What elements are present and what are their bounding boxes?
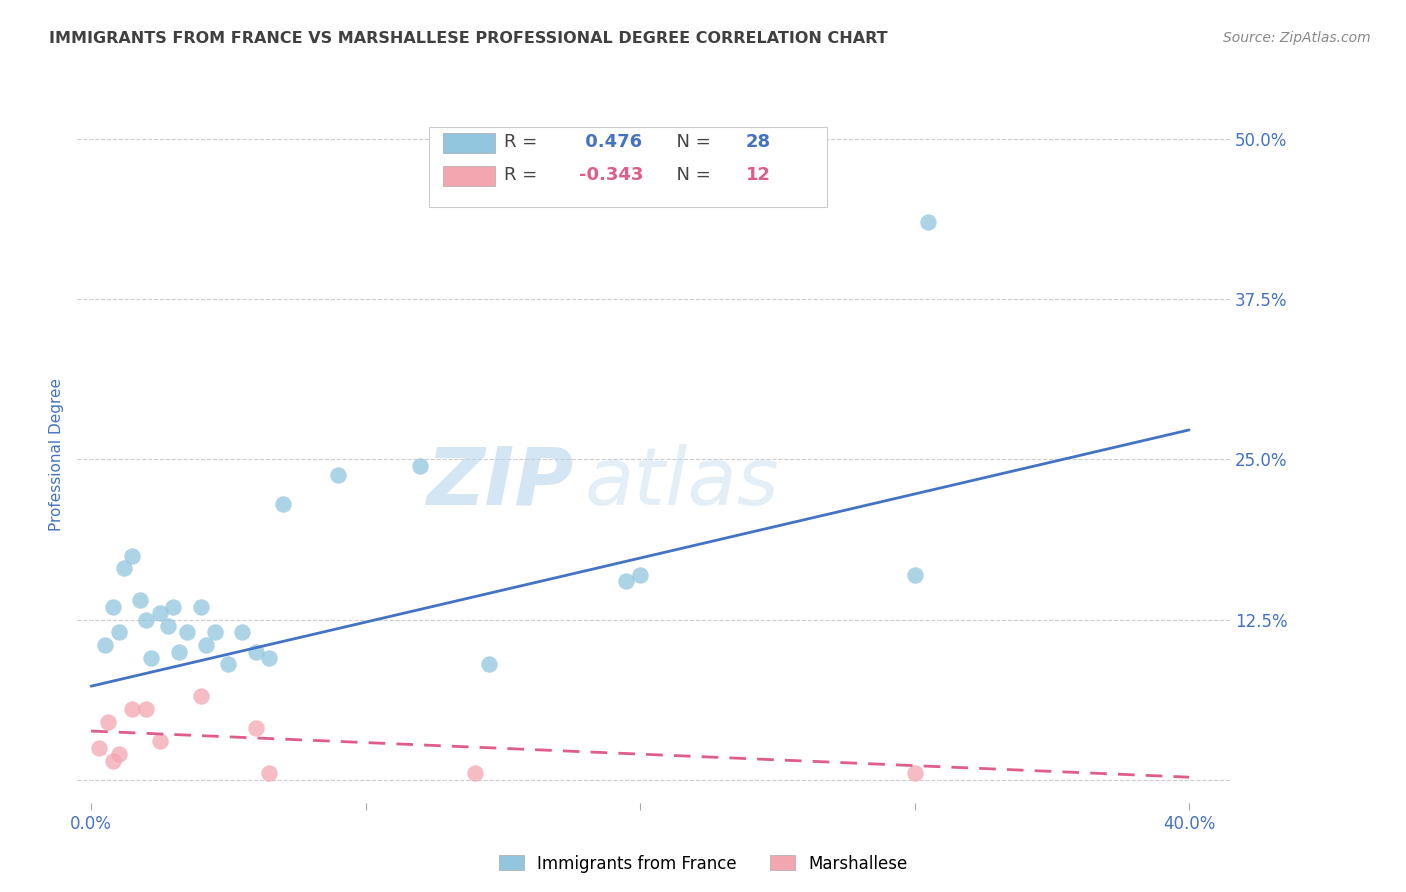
Point [141,651,163,665]
Point [409,458,432,473]
Text: ZIP: ZIP [426,443,574,522]
Point [162,599,184,614]
Point [217,657,239,672]
Point [149,606,172,620]
Point [628,567,651,582]
Point [135,702,157,716]
Text: R =: R = [503,166,543,185]
Text: N =: N = [665,166,717,185]
Point [101,754,124,768]
Point [271,497,294,511]
Point [464,766,486,780]
Point [167,644,190,658]
Text: 0.476: 0.476 [579,133,643,151]
Point [176,625,198,640]
Point [135,613,157,627]
Y-axis label: Professional Degree: Professional Degree [49,378,65,532]
Point [156,619,179,633]
Text: R =: R = [503,133,543,151]
Point [204,625,226,640]
Text: -0.343: -0.343 [579,166,643,185]
Point [129,593,152,607]
Point [112,561,135,575]
Text: 12: 12 [747,166,770,185]
Point [903,567,925,582]
Point [614,574,637,588]
Text: Source: ZipAtlas.com: Source: ZipAtlas.com [1223,31,1371,45]
Point [89,740,111,755]
Point [245,644,267,658]
Legend: Immigrants from France, Marshallese: Immigrants from France, Marshallese [492,848,914,880]
Bar [429,127,827,207]
Bar [443,134,495,153]
Point [107,747,129,761]
Point [195,638,218,652]
Point [121,549,143,563]
Point [326,467,349,482]
Point [101,599,124,614]
Point [94,638,117,652]
Point [149,734,172,748]
Text: 28: 28 [747,133,770,151]
Text: atlas: atlas [585,443,779,522]
Point [917,215,939,229]
Point [259,766,281,780]
Point [903,766,925,780]
Point [96,715,118,730]
Point [107,625,129,640]
Text: N =: N = [665,133,717,151]
Point [478,657,501,672]
Point [190,690,212,704]
Point [190,599,212,614]
Text: IMMIGRANTS FROM FRANCE VS MARSHALLESE PROFESSIONAL DEGREE CORRELATION CHART: IMMIGRANTS FROM FRANCE VS MARSHALLESE PR… [49,31,887,46]
Point [121,702,143,716]
Point [245,722,267,736]
Bar [443,166,495,186]
Point [259,651,281,665]
Point [231,625,253,640]
